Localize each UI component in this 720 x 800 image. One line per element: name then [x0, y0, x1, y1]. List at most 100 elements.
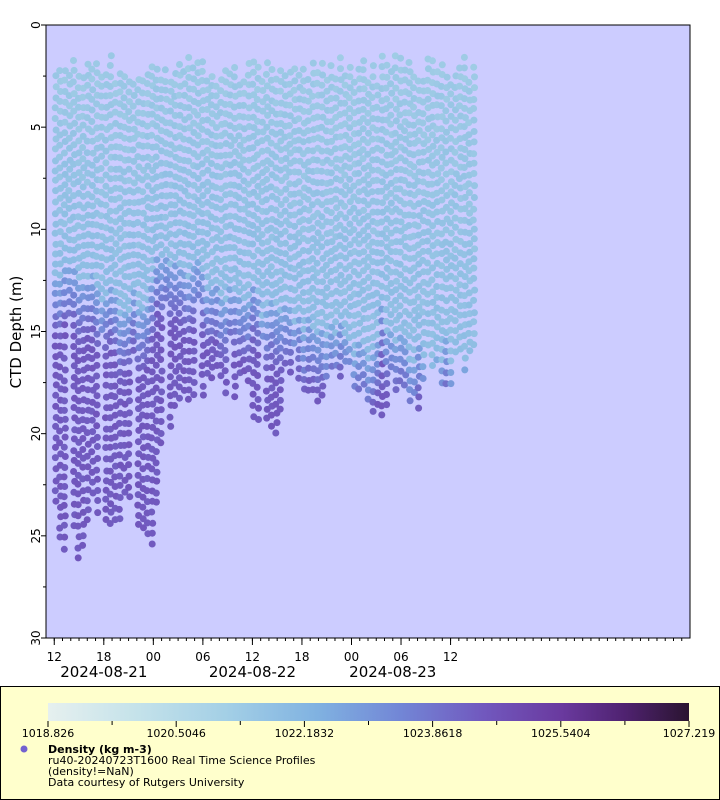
data-point	[268, 118, 276, 126]
data-point	[267, 160, 275, 168]
data-point	[240, 78, 248, 86]
data-point	[143, 498, 151, 506]
data-point	[281, 283, 289, 291]
data-point	[180, 249, 188, 257]
data-point	[189, 64, 197, 72]
data-point	[305, 186, 313, 194]
data-point	[461, 155, 469, 163]
data-point	[98, 103, 106, 111]
data-point	[277, 366, 285, 374]
data-point	[65, 187, 73, 195]
data-point	[175, 91, 183, 99]
data-point	[120, 320, 128, 328]
data-point	[369, 323, 377, 331]
data-point	[263, 134, 271, 142]
data-point	[318, 391, 326, 399]
data-point	[143, 412, 151, 420]
data-point	[359, 105, 367, 113]
data-point	[198, 255, 206, 263]
data-point	[410, 163, 418, 171]
data-point	[428, 180, 436, 188]
data-point	[341, 202, 349, 210]
data-point	[70, 90, 78, 98]
data-point	[460, 53, 468, 61]
data-point	[365, 274, 373, 281]
data-point	[56, 228, 64, 236]
data-point	[199, 58, 207, 66]
data-point	[281, 359, 289, 367]
data-point	[153, 288, 161, 296]
data-point	[318, 201, 326, 209]
data-point	[327, 209, 335, 217]
data-point	[70, 352, 78, 360]
data-point	[452, 327, 459, 335]
data-point	[254, 173, 262, 181]
data-point	[139, 313, 147, 321]
data-point	[337, 65, 344, 73]
data-point	[88, 118, 96, 125]
data-point	[208, 119, 216, 127]
data-point	[250, 58, 258, 66]
data-point	[442, 247, 450, 255]
data-point	[93, 382, 100, 390]
data-point	[419, 158, 427, 166]
data-point	[471, 84, 478, 92]
data-point	[134, 460, 142, 468]
data-point	[345, 273, 353, 281]
data-point	[139, 209, 147, 217]
data-point	[61, 160, 69, 168]
data-point	[414, 384, 422, 392]
data-point	[313, 269, 321, 277]
data-point	[383, 294, 391, 302]
data-point	[264, 111, 272, 119]
data-point	[415, 200, 423, 208]
data-point	[125, 441, 133, 449]
data-point	[61, 464, 69, 471]
data-point	[176, 290, 184, 298]
data-point	[254, 396, 262, 403]
data-point	[52, 72, 60, 80]
data-point	[94, 497, 102, 504]
data-point	[65, 286, 73, 294]
data-point	[446, 219, 454, 227]
colorbar-ticks: 1018.826 1020.5046 1022.1832 1023.8618 1025.…	[22, 721, 715, 740]
data-point	[387, 268, 395, 276]
data-point	[149, 314, 157, 322]
data-point	[88, 336, 96, 344]
data-point	[442, 380, 450, 388]
data-point	[273, 195, 281, 203]
data-point	[176, 394, 183, 402]
data-point	[203, 77, 211, 85]
data-point	[360, 85, 368, 93]
data-point	[121, 488, 129, 496]
data-point	[415, 212, 423, 220]
data-point	[387, 142, 395, 150]
data-point	[433, 323, 441, 331]
data-point	[65, 196, 73, 204]
data-point	[106, 490, 114, 498]
data-point	[373, 198, 381, 206]
data-point	[190, 203, 198, 211]
data-point	[240, 165, 247, 173]
data-point	[148, 357, 156, 365]
data-point	[419, 363, 427, 371]
data-point	[296, 157, 304, 165]
data-point	[111, 433, 119, 441]
data-point	[52, 391, 60, 399]
data-point	[405, 90, 413, 98]
data-point	[258, 118, 266, 126]
data-point	[341, 191, 349, 199]
data-point	[309, 224, 317, 232]
data-point	[341, 329, 349, 337]
data-point	[314, 346, 322, 354]
data-point	[382, 128, 390, 136]
data-point	[447, 90, 455, 98]
data-point	[277, 211, 284, 219]
data-point	[111, 326, 119, 334]
data-point	[364, 354, 372, 362]
data-point	[88, 193, 96, 201]
data-point	[387, 311, 395, 319]
data-point	[318, 222, 326, 230]
data-point	[392, 117, 400, 125]
data-point	[262, 387, 270, 395]
